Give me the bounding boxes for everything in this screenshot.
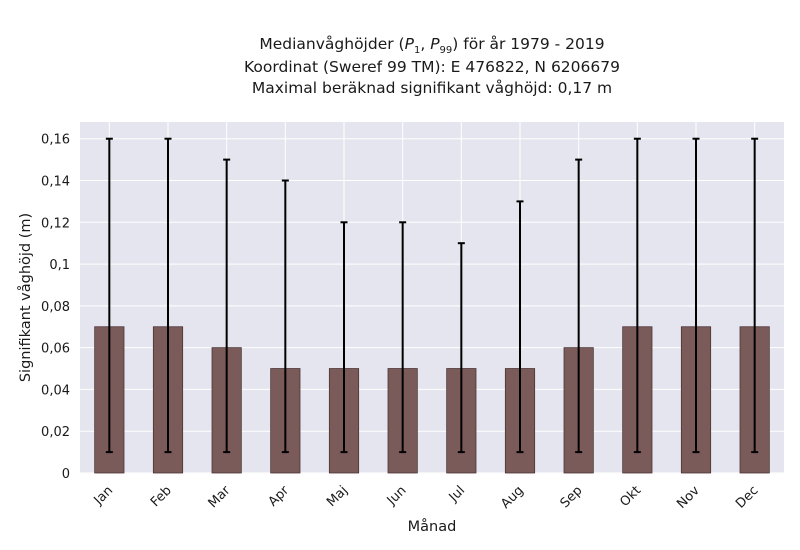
x-tick-label: Dec	[733, 483, 761, 511]
chart-title-line-3: Maximal beräknad signifikant våghöjd: 0,…	[251, 79, 613, 97]
y-tick-label: 0	[62, 467, 70, 482]
y-tick-label: 0,08	[41, 300, 70, 315]
x-tick-label: Jul	[446, 483, 468, 505]
x-tick-label: Jun	[384, 483, 410, 509]
y-tick-label: 0,16	[41, 133, 70, 148]
x-tick-label: Aug	[498, 483, 527, 512]
title-prefix: Medianvåghöjder (	[259, 35, 405, 53]
x-tick-label: Feb	[148, 483, 175, 510]
x-tick-label: Nov	[674, 483, 703, 512]
plot-area	[80, 122, 784, 473]
title-p1: P	[404, 35, 414, 53]
title-p1-sub: 1	[413, 45, 421, 57]
chart-title-line-2: Koordinat (Sweref 99 TM): E 476822, N 62…	[244, 58, 620, 76]
x-tick-label: Sep	[558, 483, 586, 511]
x-tick-label: Jan	[91, 483, 116, 508]
error-bar-layer	[105, 137, 759, 454]
y-tick-label: 0,1	[49, 258, 70, 273]
title-suffix: ) för år 1979 - 2019	[452, 35, 605, 53]
y-tick-label: 0,14	[41, 175, 70, 190]
y-tick-label: 0,12	[41, 216, 70, 231]
title-comma: ,	[420, 35, 431, 53]
y-tick-label: 0,06	[41, 342, 70, 357]
x-tick-label: Mar	[206, 483, 234, 511]
x-tick-label: Okt	[617, 483, 644, 510]
title-p99: P	[430, 35, 440, 53]
y-tick-label: 0,02	[41, 425, 70, 440]
title-p99-sub: 99	[439, 45, 453, 57]
chart-title-line-1: Medianvåghöjder (P1, P99) för år 1979 - …	[80, 35, 784, 56]
x-tick-label: Maj	[324, 483, 351, 510]
y-tick-label: 0,04	[41, 383, 70, 398]
x-tick-label: Apr	[266, 483, 293, 510]
x-axis-label: Månad	[408, 518, 457, 535]
y-axis-label: Signifikant våghöjd (m)	[17, 213, 34, 382]
